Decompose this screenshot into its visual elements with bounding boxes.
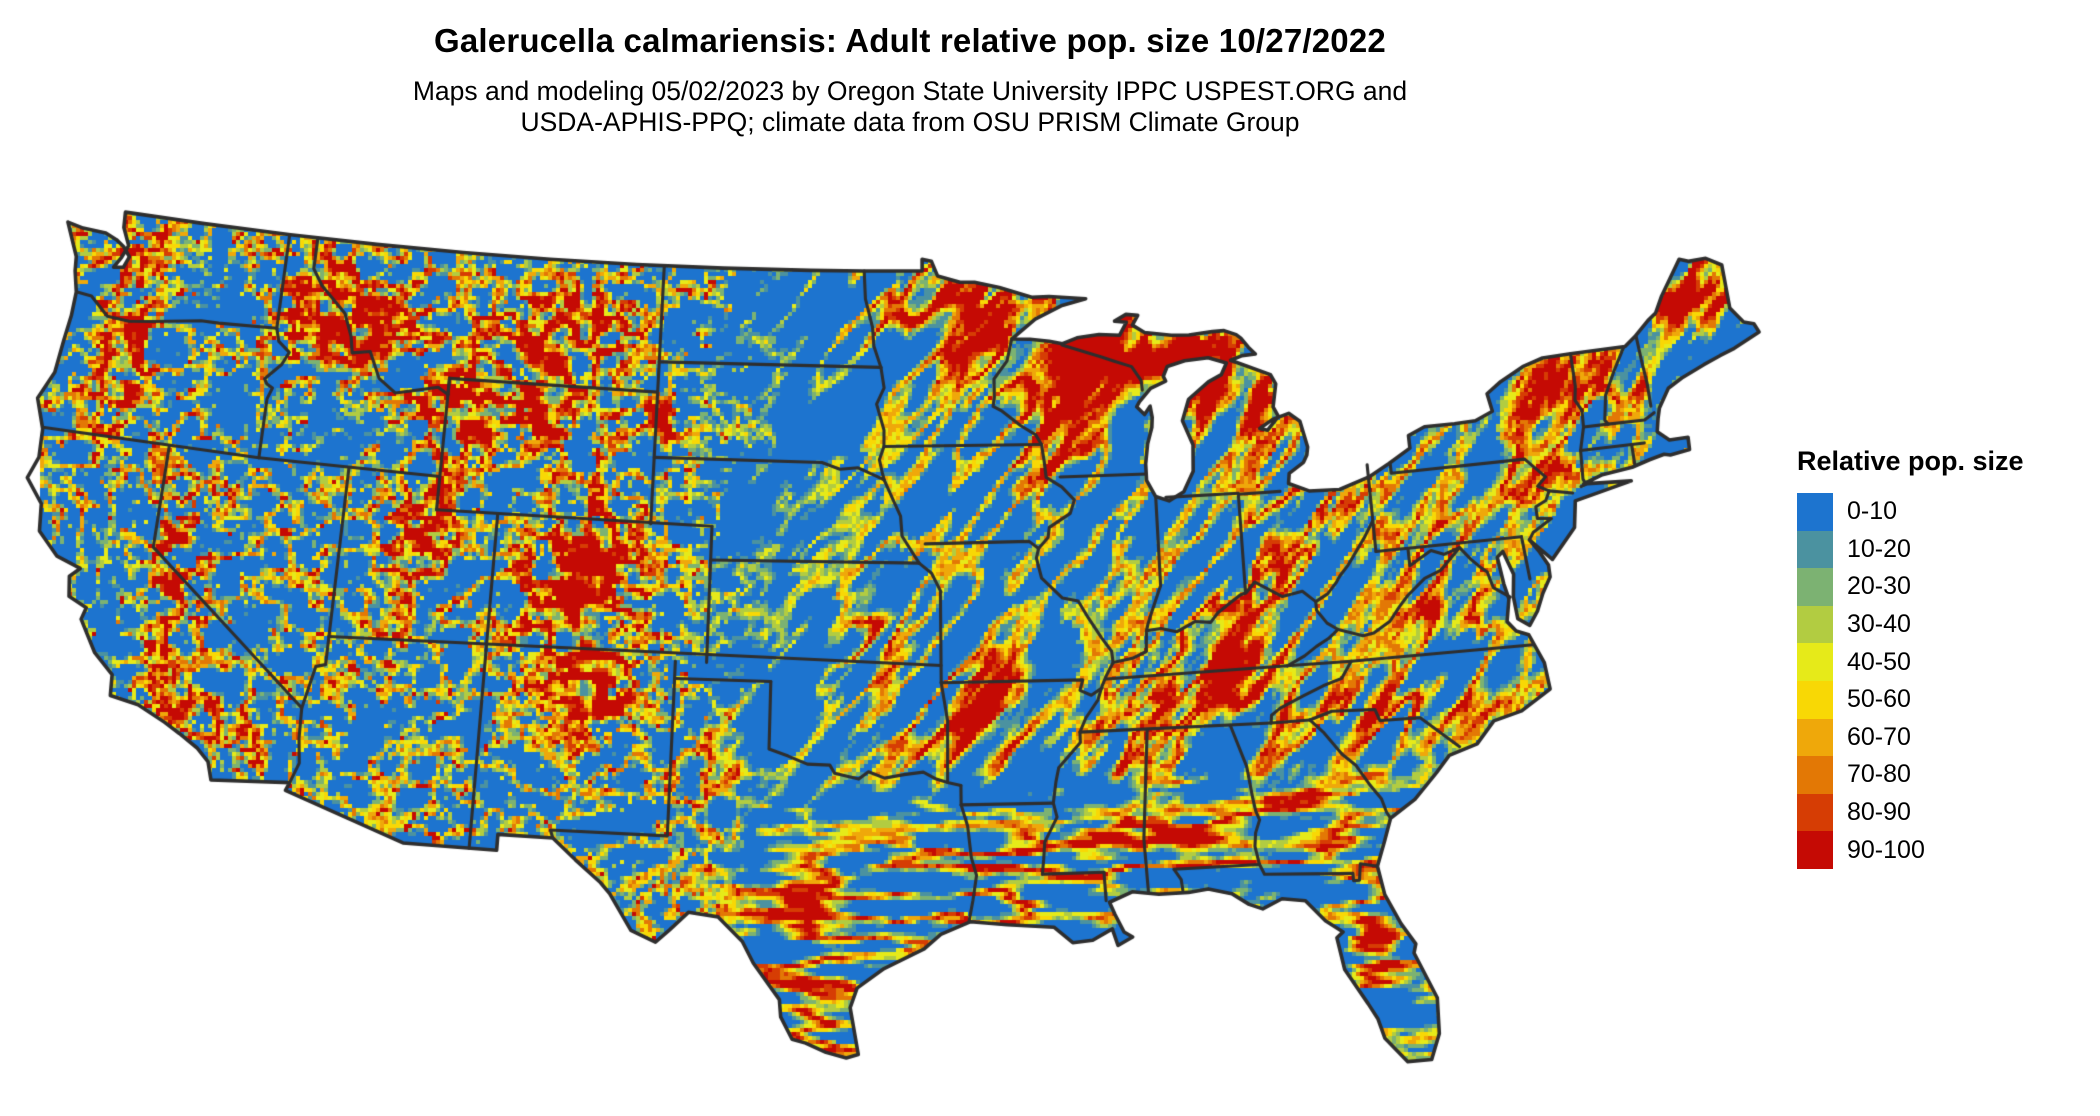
legend-label: 20-30 — [1847, 572, 1911, 601]
legend-swatch-90-100 — [1797, 831, 1833, 869]
legend-rows: 0-10 10-20 20-30 30-40 40-50 50-60 60-70 70-80 8… — [1797, 493, 2024, 869]
legend-title: Relative pop. size — [1797, 446, 2024, 476]
legend-swatch-40-50 — [1797, 643, 1833, 681]
legend-label: 60-70 — [1847, 722, 1911, 751]
legend-label: 40-50 — [1847, 647, 1911, 676]
map-title: Galerucella calmariensis: Adult relative… — [434, 22, 1386, 59]
legend-label: 90-100 — [1847, 835, 1925, 864]
legend-row: 0-10 — [1797, 493, 2024, 531]
legend-row: 80-90 — [1797, 793, 2024, 832]
legend-label: 0-10 — [1847, 497, 1898, 526]
legend-label: 80-90 — [1847, 798, 1911, 827]
legend-label: 10-20 — [1847, 534, 1911, 563]
legend-label: 70-80 — [1847, 760, 1911, 789]
legend: Relative pop. size 0-10 10-20 20-30 30-40 40… — [1797, 446, 2024, 869]
map-subtitle-line1: Maps and modeling 05/02/2023 by Oregon S… — [412, 76, 1408, 106]
legend-swatch-70-80 — [1797, 756, 1833, 794]
legend-row: 50-60 — [1797, 680, 2024, 719]
legend-row: 90-100 — [1797, 831, 2024, 869]
legend-swatch-0-10 — [1797, 493, 1833, 531]
legend-swatch-60-70 — [1797, 718, 1833, 757]
legend-row: 10-20 — [1797, 530, 2024, 569]
legend-label: 30-40 — [1847, 610, 1911, 639]
legend-swatch-20-30 — [1797, 568, 1833, 606]
legend-row: 20-30 — [1797, 568, 2024, 606]
legend-swatch-10-20 — [1797, 530, 1833, 569]
legend-swatch-50-60 — [1797, 680, 1833, 719]
legend-swatch-80-90 — [1797, 793, 1833, 832]
header: Galerucella calmariensis: Adult relative… — [0, 22, 1820, 138]
legend-label: 50-60 — [1847, 685, 1911, 714]
legend-swatch-30-40 — [1797, 605, 1833, 644]
map-subtitle-line2: USDA-APHIS-PPQ; climate data from OSU PR… — [520, 107, 1300, 137]
legend-row: 60-70 — [1797, 718, 2024, 757]
legend-row: 70-80 — [1797, 756, 2024, 794]
legend-row: 40-50 — [1797, 643, 2024, 681]
legend-row: 30-40 — [1797, 605, 2024, 644]
